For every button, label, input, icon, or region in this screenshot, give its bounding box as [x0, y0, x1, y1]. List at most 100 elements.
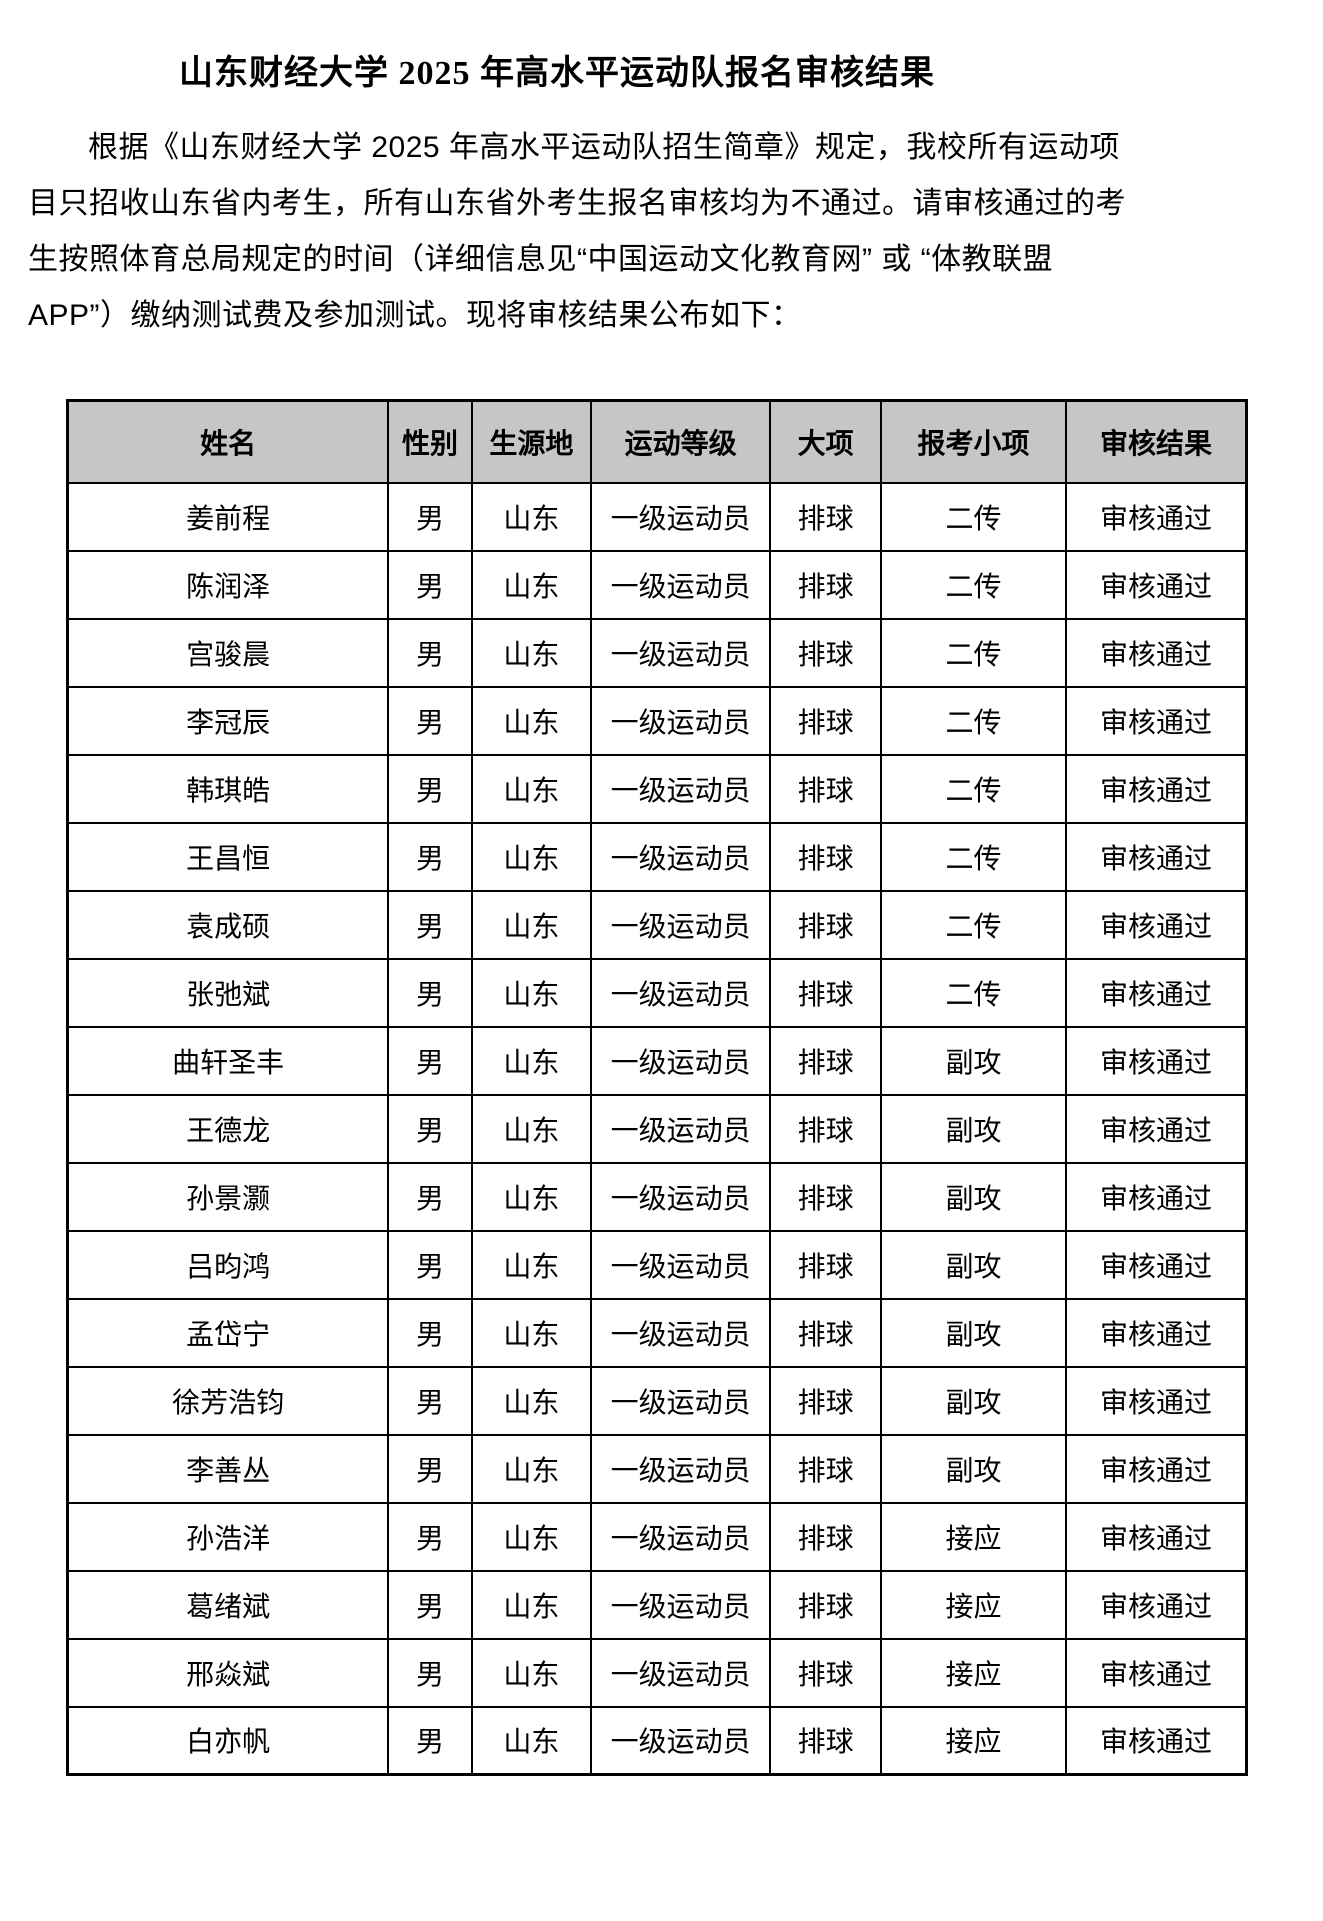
table-cell: 一级运动员 — [589, 889, 772, 960]
table-cell: 姜前程 — [66, 481, 390, 552]
table-cell: 孟岱宁 — [66, 1297, 390, 1368]
table-cell: 一级运动员 — [589, 549, 772, 620]
table-cell: 山东 — [470, 685, 592, 756]
table-cell: 孙浩洋 — [66, 1501, 390, 1572]
header-cell: 大项 — [769, 399, 882, 484]
table-cell: 一级运动员 — [589, 1229, 772, 1300]
table-cell: 排球 — [769, 1705, 882, 1776]
table-cell: 一级运动员 — [589, 1093, 772, 1164]
table-cell: 男 — [387, 549, 473, 620]
table-cell: 曲轩圣丰 — [66, 1025, 390, 1096]
table-cell: 李善丛 — [66, 1433, 390, 1504]
table-cell: 山东 — [470, 617, 592, 688]
header-cell: 报考小项 — [879, 399, 1068, 484]
table-row: 孙浩洋男山东 一级运动员 排球 接应 审核通过 — [66, 1501, 1248, 1572]
table-cell: 一级运动员 — [589, 1433, 772, 1504]
table-cell: 副攻 — [879, 1161, 1068, 1232]
table-cell: 排球 — [769, 1569, 882, 1640]
table-cell: 审核通过 — [1065, 1025, 1248, 1096]
table-cell: 男 — [387, 821, 473, 892]
table-cell: 排球 — [769, 1025, 882, 1096]
table-cell: 审核通过 — [1065, 1501, 1248, 1572]
table-cell: 吕昀鸿 — [66, 1229, 390, 1300]
table-cell: 男 — [387, 1569, 473, 1640]
table-cell: 排球 — [769, 1637, 882, 1708]
table-cell: 葛绪斌 — [66, 1569, 390, 1640]
table-cell: 张弛斌 — [66, 957, 390, 1028]
table-cell: 男 — [387, 1161, 473, 1232]
table-cell: 排球 — [769, 957, 882, 1028]
table-cell: 男 — [387, 1637, 473, 1708]
table-cell: 审核通过 — [1065, 1637, 1248, 1708]
table-cell: 审核通过 — [1065, 685, 1248, 756]
table-cell: 排球 — [769, 1365, 882, 1436]
table-cell: 男 — [387, 889, 473, 960]
table-cell: 排球 — [769, 821, 882, 892]
table-cell: 排球 — [769, 753, 882, 824]
table-cell: 山东 — [470, 1501, 592, 1572]
table-cell: 邢焱斌 — [66, 1637, 390, 1708]
table-cell: 接应 — [879, 1637, 1068, 1708]
table-cell: 山东 — [470, 549, 592, 620]
table-cell: 副攻 — [879, 1093, 1068, 1164]
page-title: 山东财经大学 2025 年高水平运动队报名审核结果 — [179, 55, 935, 92]
table-row: 邢焱斌男山东 一级运动员 排球 接应 审核通过 — [66, 1637, 1248, 1708]
table-cell: 男 — [387, 685, 473, 756]
page-root: { "doc": { "title": "山东财经大学 2025 年高水平运动队… — [0, 50, 1323, 1921]
table-cell: 排球 — [769, 685, 882, 756]
table-row: 袁成硕男山东 一级运动员 排球 二传 审核通过 — [66, 889, 1248, 960]
table-cell: 接应 — [879, 1501, 1068, 1572]
table-cell: 男 — [387, 617, 473, 688]
table-cell: 二传 — [879, 821, 1068, 892]
table-cell: 接应 — [879, 1569, 1068, 1640]
table-cell: 副攻 — [879, 1433, 1068, 1504]
table-cell: 二传 — [879, 549, 1068, 620]
table-cell: 一级运动员 — [589, 1365, 772, 1436]
table-row: 孟岱宁男山东 一级运动员 排球 副攻 审核通过 — [66, 1297, 1248, 1368]
header-cell: 性别 — [387, 399, 473, 484]
table-cell: 一级运动员 — [589, 617, 772, 688]
paragraph-line: 生按照体育总局规定的时间（详细信息见“中国运动文化教育网” 或 “体教联盟 — [28, 243, 1054, 276]
table-cell: 山东 — [470, 1229, 592, 1300]
table-cell: 一级运动员 — [589, 1297, 772, 1368]
table-cell: 徐芳浩钧 — [66, 1365, 390, 1436]
table-cell: 副攻 — [879, 1025, 1068, 1096]
table-cell: 二传 — [879, 957, 1068, 1028]
paragraph-line: 根据《山东财经大学 2025 年高水平运动队招生简章》规定，我校所有运动项 — [88, 131, 1120, 164]
table-cell: 排球 — [769, 549, 882, 620]
table-cell: 审核通过 — [1065, 1705, 1248, 1776]
table-header-row: 姓名 性别 生源地 运动等级 大项 报考小项 审核结果 — [66, 399, 1248, 484]
table-cell: 宫骏晨 — [66, 617, 390, 688]
table-row: 曲轩圣丰男山东 一级运动员 排球 副攻 审核通过 — [66, 1025, 1248, 1096]
table-cell: 陈润泽 — [66, 549, 390, 620]
table-row: 吕昀鸿男山东 一级运动员 排球 副攻 审核通过 — [66, 1229, 1248, 1300]
table-cell: 王德龙 — [66, 1093, 390, 1164]
table-cell: 男 — [387, 1093, 473, 1164]
table-cell: 山东 — [470, 1093, 592, 1164]
table-cell: 王昌恒 — [66, 821, 390, 892]
intro-paragraph: 根据《山东财经大学 2025 年高水平运动队招生简章》规定，我校所有运动项 目只… — [28, 120, 1126, 344]
table-cell: 排球 — [769, 1229, 882, 1300]
table-cell: 山东 — [470, 1433, 592, 1504]
table-row: 王昌恒男山东 一级运动员 排球 二传 审核通过 — [66, 821, 1248, 892]
table-cell: 白亦帆 — [66, 1705, 390, 1776]
table-cell: 排球 — [769, 1501, 882, 1572]
table-cell: 审核通过 — [1065, 1297, 1248, 1368]
table-cell: 审核通过 — [1065, 1161, 1248, 1232]
table-cell: 一级运动员 — [589, 753, 772, 824]
table-cell: 男 — [387, 1501, 473, 1572]
table-cell: 山东 — [470, 889, 592, 960]
table-cell: 审核通过 — [1065, 481, 1248, 552]
table-cell: 审核通过 — [1065, 1433, 1248, 1504]
header-cell: 生源地 — [470, 399, 592, 484]
table-cell: 山东 — [470, 1705, 592, 1776]
table-cell: 男 — [387, 1025, 473, 1096]
table-cell: 排球 — [769, 889, 882, 960]
table-cell: 审核通过 — [1065, 549, 1248, 620]
paragraph-line: APP”）缴纳测试费及参加测试。现将审核结果公布如下： — [28, 299, 802, 332]
table-cell: 一级运动员 — [589, 1569, 772, 1640]
table-cell: 袁成硕 — [66, 889, 390, 960]
table-cell: 男 — [387, 1365, 473, 1436]
table-cell: 一级运动员 — [589, 1161, 772, 1232]
table-row: 徐芳浩钧男山东 一级运动员 排球 副攻 审核通过 — [66, 1365, 1248, 1436]
